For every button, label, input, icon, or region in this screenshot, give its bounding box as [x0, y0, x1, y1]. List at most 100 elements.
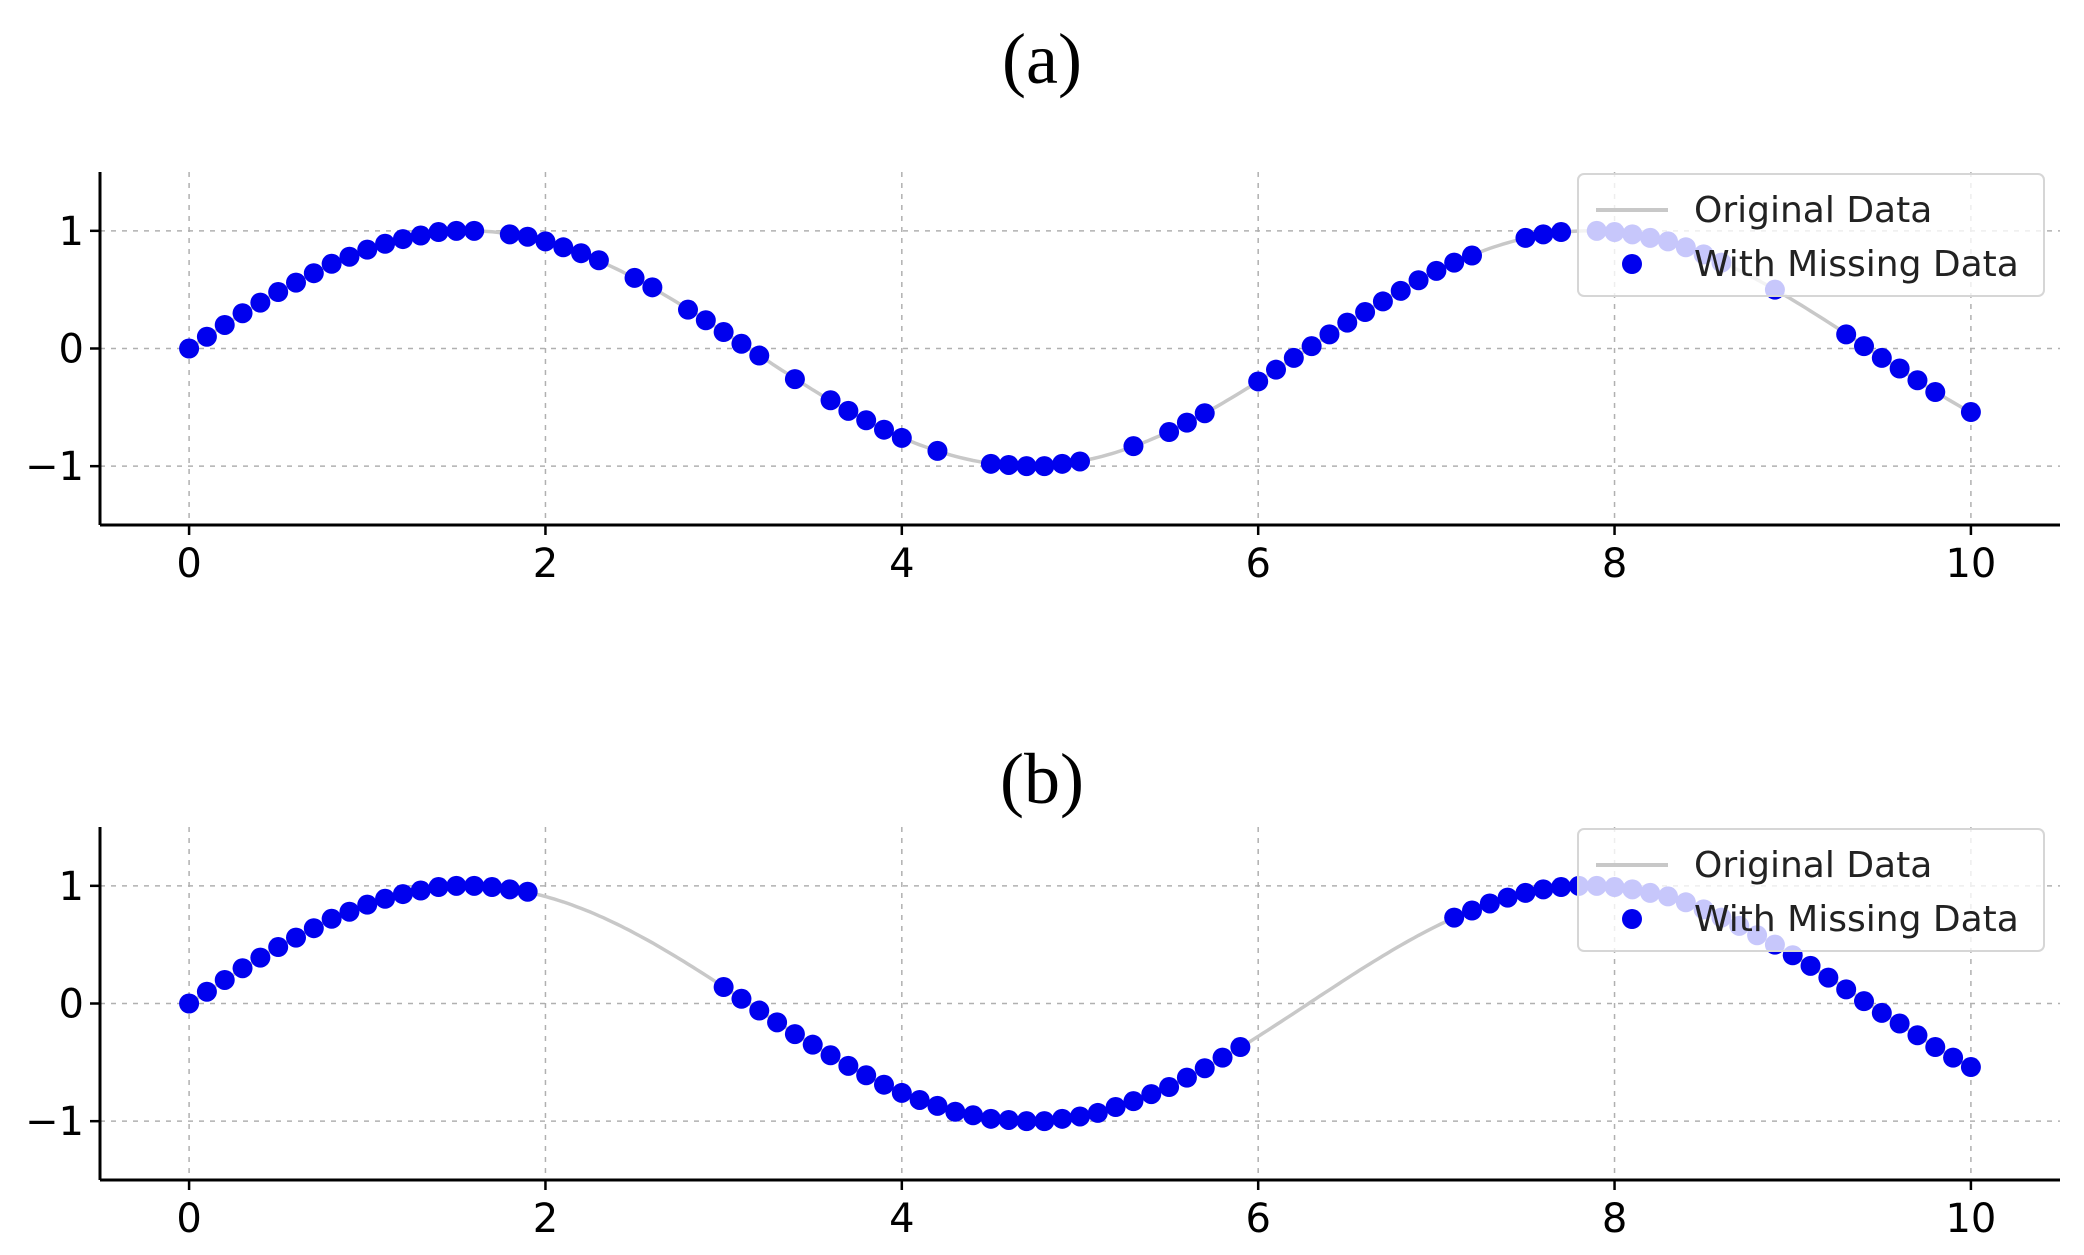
y-tick-label: −1 — [25, 1099, 84, 1145]
data-point — [1889, 358, 1910, 379]
data-point — [303, 263, 324, 284]
data-point — [535, 231, 556, 252]
data-point — [838, 400, 859, 421]
data-point — [1034, 456, 1055, 477]
data-point — [1408, 270, 1429, 291]
x-tick-label: 2 — [533, 1196, 558, 1242]
data-point — [980, 1108, 1001, 1129]
data-point — [1337, 312, 1358, 333]
x-tick-label: 8 — [1602, 1196, 1627, 1242]
data-point — [1515, 882, 1536, 903]
data-point — [642, 277, 663, 298]
data-point — [179, 993, 200, 1014]
data-point — [1479, 893, 1500, 914]
data-point — [410, 225, 431, 246]
legend-box — [1577, 173, 2045, 297]
data-point — [1319, 324, 1340, 345]
data-point — [945, 1101, 966, 1122]
data-point — [196, 981, 217, 1002]
data-point — [321, 908, 342, 929]
data-point — [339, 901, 360, 922]
data-point — [1194, 1058, 1215, 1079]
data-point — [1105, 1097, 1126, 1118]
data-point — [802, 1034, 823, 1055]
data-point — [713, 322, 734, 343]
data-point — [1123, 436, 1144, 457]
panel-a-title: (a) — [1002, 19, 1082, 99]
data-point — [357, 239, 378, 260]
data-point — [1854, 991, 1874, 1012]
data-point — [891, 427, 912, 448]
data-point — [838, 1055, 859, 1076]
data-point — [1176, 412, 1197, 433]
y-tick-label: −1 — [25, 444, 84, 490]
data-point — [1533, 224, 1554, 245]
data-point — [517, 881, 538, 902]
data-point — [998, 1109, 1019, 1130]
data-point — [1248, 371, 1269, 392]
data-point — [553, 237, 574, 258]
data-point — [1141, 1084, 1162, 1105]
x-tick-label: 2 — [533, 541, 558, 587]
data-point — [820, 1045, 841, 1066]
data-point — [1462, 900, 1482, 921]
data-point — [998, 454, 1019, 475]
data-point — [1283, 347, 1304, 368]
data-point — [1194, 403, 1215, 424]
data-point — [464, 875, 485, 896]
data-point — [1444, 907, 1465, 928]
data-point — [963, 1105, 984, 1126]
data-point — [784, 1024, 805, 1045]
data-point — [891, 1082, 912, 1103]
legend: Original Data With Missing Data — [1577, 828, 2045, 952]
data-point — [232, 303, 253, 324]
x-tick-label: 0 — [176, 1196, 201, 1242]
data-point — [250, 947, 271, 968]
chart-panel-a: 0 2 4 6 8 10 −1 0 1 Original Data With Missing Dat… — [25, 172, 2060, 587]
data-point — [1818, 967, 1839, 988]
data-point — [1087, 1102, 1108, 1123]
legend-label-with-missing-data: With Missing Data — [1694, 244, 2019, 285]
data-point — [1372, 291, 1393, 312]
data-point — [1070, 1106, 1090, 1127]
data-point — [375, 233, 396, 254]
data-point — [1907, 1025, 1928, 1046]
data-point — [1943, 1047, 1964, 1068]
data-point — [1515, 227, 1536, 248]
data-point — [980, 453, 1001, 474]
data-point — [1836, 324, 1857, 345]
data-point — [410, 880, 431, 901]
chart-panel-b: 0 2 4 6 8 10 −1 0 1 Original Data With Missing Dat… — [25, 827, 2060, 1242]
data-point — [339, 246, 360, 267]
data-point — [1034, 1111, 1055, 1132]
x-tick-label: 4 — [889, 541, 914, 587]
data-point — [1052, 1108, 1073, 1129]
data-point — [1444, 252, 1465, 273]
data-point — [1497, 887, 1518, 908]
data-point — [1052, 453, 1073, 474]
data-point — [1070, 451, 1090, 472]
legend-label-original-data: Original Data — [1694, 845, 1932, 886]
y-tick-label: 0 — [59, 327, 84, 373]
data-point — [1551, 222, 1572, 243]
data-point — [482, 877, 502, 898]
data-point — [927, 1095, 948, 1116]
data-point — [446, 220, 467, 241]
data-point — [321, 253, 342, 274]
data-point — [446, 875, 467, 896]
data-point — [1907, 370, 1928, 391]
data-point — [1960, 1057, 1981, 1078]
data-point — [784, 369, 805, 390]
data-point — [1123, 1091, 1144, 1112]
data-point — [1462, 245, 1482, 266]
data-point — [286, 272, 306, 293]
data-point — [588, 250, 609, 271]
data-point — [856, 1065, 877, 1086]
data-point — [1854, 336, 1874, 357]
data-point — [232, 958, 253, 979]
data-point — [1176, 1067, 1197, 1088]
y-tick-label: 0 — [59, 982, 84, 1028]
data-point — [749, 1000, 770, 1021]
data-point — [678, 299, 698, 320]
data-point — [1159, 1077, 1180, 1098]
